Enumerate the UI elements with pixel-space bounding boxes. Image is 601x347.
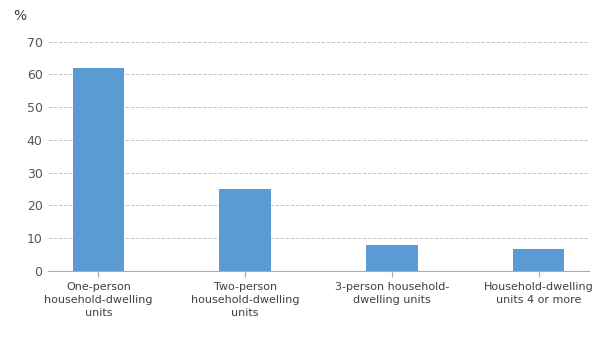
Bar (513, 249, 564, 271)
Text: %: % (13, 9, 26, 23)
Bar (219, 189, 271, 271)
Bar (73, 68, 124, 271)
Bar (366, 245, 418, 271)
